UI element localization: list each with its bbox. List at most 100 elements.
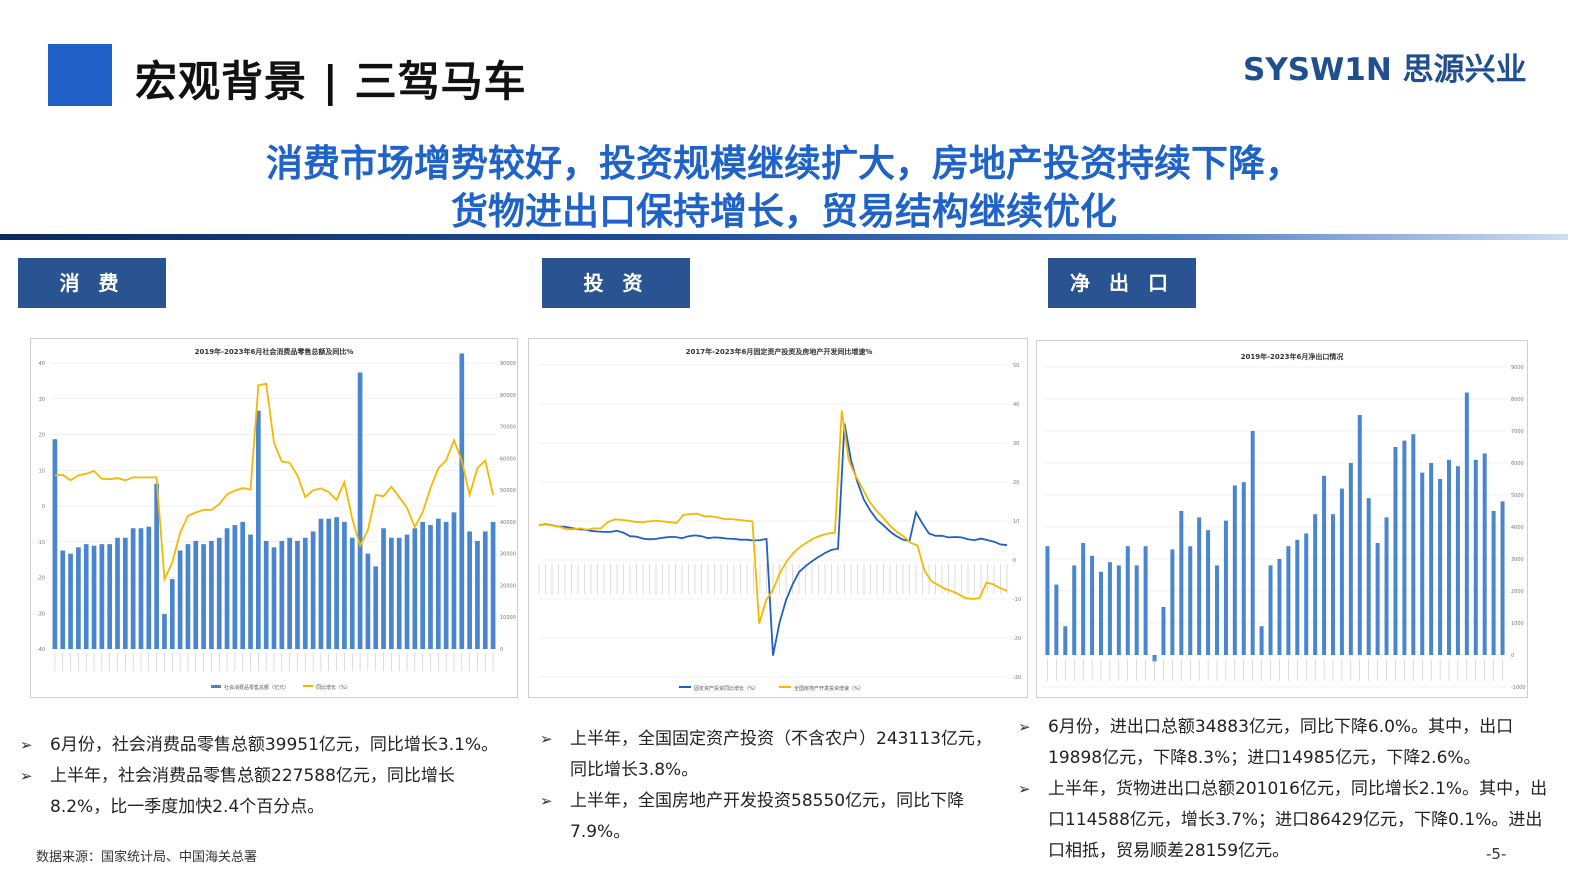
legend-swatch-line [679,686,691,688]
chart-consumption: 2019年-2023年6月社会消费品零售总额及同比% 40 30 20 10 0 -10 -2… [30,338,518,698]
bar-net-export [1268,565,1273,655]
bar-retail-sales [310,531,316,649]
chart-consumption-svg: 2019年-2023年6月社会消费品零售总额及同比% 40 30 20 10 0 -10 -2… [37,347,516,691]
y-tick-label: -1000 [1511,685,1526,691]
bar-retail-sales [169,579,175,649]
bar-retail-sales [279,540,285,649]
bar-net-export [1250,431,1255,655]
y-tick-label: 40 [1013,402,1019,408]
bar-net-export [1152,655,1157,662]
series-line-yoy [54,382,494,583]
y-tick-label: 20 [1013,480,1019,486]
legend-label: 社会消费品零售总额（亿元） [224,684,289,691]
bar-retail-sales [490,521,496,649]
y-tick-label: -10 [1013,597,1021,603]
bar-net-export [1161,607,1166,655]
tag-consumption: 消 费 [18,258,166,308]
bar-net-export [1482,453,1487,655]
legend-swatch-bars [211,685,221,688]
arrow-bullet-icon: ➢ [1018,780,1031,798]
bar-retail-sales [435,518,441,649]
bar-net-export [1197,517,1202,655]
legend-swatch-line [779,686,791,688]
bar-retail-sales [302,537,308,649]
legend-label: 固定资产投资同比增长（%） [694,685,759,692]
bar-retail-sales [287,537,292,649]
bullets-investment: ➢ 上半年，全国固定资产投资（不含农户）243113亿元，同比增长3.8%。 ➢ 上… [540,724,1000,848]
bar-net-export [1170,549,1175,655]
bar-net-export [1188,546,1193,655]
y-tick-label: 2000 [1511,589,1524,595]
arrow-bullet-icon: ➢ [1018,718,1031,736]
bar-retail-sales [154,483,159,649]
bar-net-export [1241,482,1246,655]
bar-retail-sales [428,525,433,649]
y-tick-label: 8000 [1511,397,1524,403]
bar-retail-sales [459,353,465,649]
bar-retail-sales [404,534,410,649]
bar-retail-sales [224,528,230,649]
tag-investment: 投 资 [542,258,690,308]
bar-retail-sales [60,550,66,649]
bar-retail-sales [99,544,105,649]
chart-title: 2019年-2023年6月净出口情况 [1241,352,1344,361]
y-tick-label-left: -40 [37,647,45,653]
bar-net-export [1464,392,1469,655]
bar-net-export [1304,533,1309,655]
y-tick-label-right: 80000 [500,393,516,399]
y-tick-label-right: 0 [500,647,503,653]
bar-retail-sales [232,525,238,649]
bar-retail-sales [396,537,402,649]
y-tick-label-left: 10 [39,468,45,474]
bar-retail-sales [209,540,214,649]
bar-net-export [1313,514,1318,655]
y-tick-label-left: 20 [39,433,45,439]
bar-net-export [1491,511,1496,655]
bar-retail-sales [263,540,269,649]
y-tick-label-right: 20000 [500,583,516,589]
bar-retail-sales [334,517,339,649]
y-tick-label: 6000 [1511,461,1524,467]
y-tick-label: 50 [1013,363,1019,369]
bar-retail-sales [381,528,386,649]
y-tick-label: 1000 [1511,621,1524,627]
bar-net-export [1286,546,1291,655]
bar-net-export [1098,571,1104,655]
page-title: 宏观背景 | 三驾马车 [135,57,527,106]
bar-net-export [1446,459,1452,655]
bar-net-export [1090,555,1095,655]
y-tick-label: 5000 [1511,493,1524,499]
bar-retail-sales [201,544,206,649]
bar-retail-sales [185,544,191,649]
arrow-bullet-icon: ➢ [540,730,553,748]
bar-net-export [1072,565,1077,655]
series-line-real-estate [538,410,1008,624]
bullet-item: ➢ 6月份，进出口总额34883亿元，同比下降6.0%。其中，出口19898亿元，… [1018,712,1558,774]
bar-retail-sales [68,553,73,649]
y-tick-label: 30 [1013,441,1019,447]
bar-net-export [1063,626,1068,655]
bar-net-export [1277,559,1282,655]
bullet-item: ➢ 上半年，社会消费品零售总额227588亿元，同比增长8.2%，比一季度加快2.… [20,761,515,823]
tag-net-export: 净 出 口 [1048,258,1196,308]
bar-net-export [1473,459,1478,655]
y-tick-label-right: 40000 [500,520,516,526]
bar-retail-sales [216,537,222,649]
bar-net-export [1116,565,1121,655]
y-tick-label-left: 40 [39,361,45,367]
bar-retail-sales [193,540,199,649]
bar-net-export [1375,543,1380,655]
bar-net-export [1384,517,1389,655]
y-tick-label-right: 30000 [500,552,516,558]
legend-label: 全国房地产开发投资增速（%） [794,685,864,692]
y-tick-label: 4000 [1511,525,1524,531]
bar-retail-sales [162,614,167,649]
bar-retail-sales [122,537,128,649]
y-tick-label: 0 [1013,558,1016,564]
bar-net-export [1259,626,1264,655]
chart-net-export: 2019年-2023年6月净出口情况 9000 8000 7000 6000 5000 40… [1036,340,1528,698]
y-tick-label-right: 60000 [500,456,516,462]
y-tick-label: -30 [1013,675,1021,681]
bar-retail-sales [138,528,144,649]
data-source: 数据来源：国家统计局、中国海关总署 [36,850,258,865]
